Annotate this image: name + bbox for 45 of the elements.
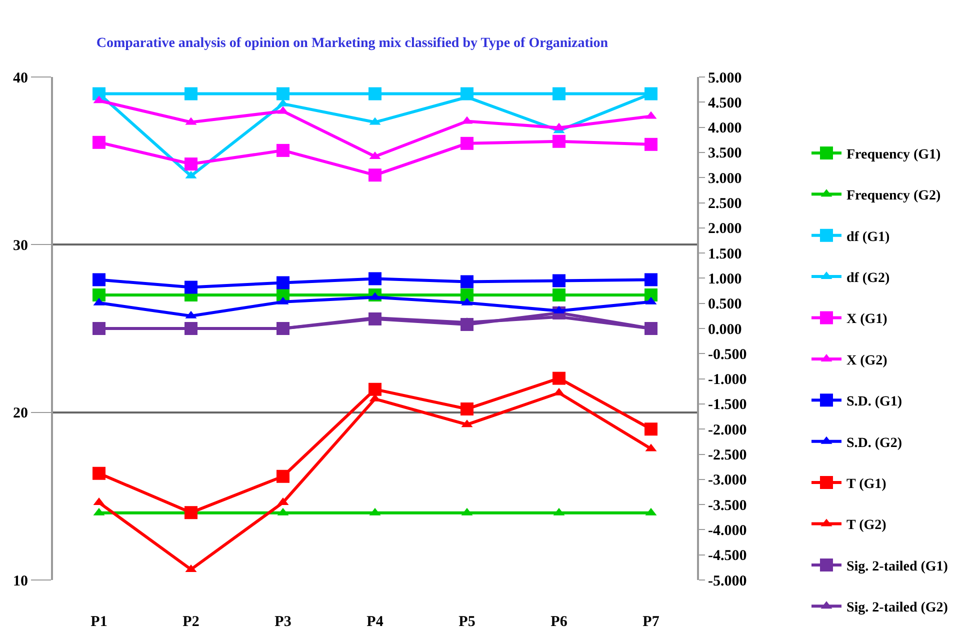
y2-tick-label: 4.000 [708, 120, 742, 137]
y2-tick-label: 4.500 [708, 95, 742, 112]
chart-title: Comparative analysis of opinion on Marketing mix classified by Type of Organization [96, 36, 608, 51]
y2-tick-label: 0.500 [708, 296, 742, 313]
y2-tick-label: 1.500 [708, 246, 742, 262]
y2-tick-label: -5.000 [708, 573, 747, 590]
x-tick-label: P3 [274, 614, 292, 630]
y2-tick-label: 2.500 [708, 196, 742, 212]
legend-label: Sig. 2-tailed (G1) [846, 559, 948, 574]
x-tick-label: P6 [550, 614, 568, 630]
y-tick-label: 20 [13, 406, 28, 422]
legend-label: Frequency (G1) [846, 147, 942, 162]
y2-tick-label: -2.500 [708, 448, 747, 464]
x-tick-label: P1 [90, 614, 108, 630]
y2-tick-label: 3.500 [708, 146, 742, 162]
y-tick-label: 10 [13, 573, 28, 590]
y2-tick-label: -3.000 [708, 472, 747, 489]
y-tick-label: 30 [13, 238, 28, 254]
y2-tick-label: -1.500 [708, 397, 747, 414]
legend-label: X (G2) [846, 353, 888, 368]
legend-label: T (G1) [846, 477, 887, 492]
legend-label: S.D. (G1) [846, 394, 902, 410]
y2-tick-label: 0.000 [708, 322, 742, 338]
y2-tick-label: -4.500 [708, 548, 747, 564]
x-tick-label: P4 [366, 614, 384, 630]
y2-tick-label: -2.000 [708, 422, 747, 438]
y2-tick-label: -4.000 [708, 522, 747, 539]
legend-label: T (G2) [846, 518, 887, 534]
y2-tick-label: 2.000 [708, 221, 742, 238]
legend-label: Sig. 2-tailed (G2) [846, 600, 948, 616]
x-tick-label: P7 [642, 614, 660, 630]
y2-tick-label: 3.000 [708, 170, 742, 187]
legend-label: S.D. (G2) [846, 436, 902, 451]
x-tick-label: P5 [458, 614, 476, 630]
legend-label: df (G2) [846, 271, 890, 286]
y2-tick-label: -3.500 [708, 498, 747, 514]
y2-tick-label: 5.000 [708, 70, 742, 86]
legend-label: X (G1) [846, 312, 888, 328]
legend-label: Frequency (G2) [846, 188, 942, 204]
y2-tick-label: -0.500 [708, 346, 747, 363]
x-tick-label: P2 [182, 614, 200, 630]
y2-tick-label: -1.000 [708, 372, 747, 388]
y2-tick-label: 1.000 [708, 271, 742, 288]
y-tick-label: 40 [13, 70, 28, 86]
legend-label: df (G1) [846, 230, 890, 245]
